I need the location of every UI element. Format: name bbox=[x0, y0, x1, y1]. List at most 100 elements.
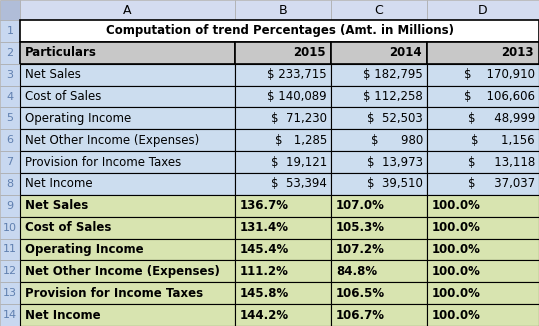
Text: 145.4%: 145.4% bbox=[240, 243, 289, 256]
Text: $     37,037: $ 37,037 bbox=[468, 177, 535, 190]
Bar bbox=[331, 108, 427, 129]
Bar bbox=[331, 42, 427, 64]
Text: 111.2%: 111.2% bbox=[240, 265, 289, 278]
Text: A: A bbox=[123, 4, 132, 17]
Bar bbox=[20, 217, 235, 239]
Bar bbox=[427, 108, 539, 129]
Bar bbox=[331, 304, 427, 326]
Bar bbox=[427, 282, 539, 304]
Bar bbox=[235, 260, 331, 282]
Bar bbox=[0, 173, 20, 195]
Text: 136.7%: 136.7% bbox=[240, 199, 289, 212]
Text: 2013: 2013 bbox=[501, 46, 534, 59]
Text: $  19,121: $ 19,121 bbox=[271, 156, 327, 169]
Bar bbox=[331, 195, 427, 217]
Bar bbox=[331, 151, 427, 173]
Text: Provision for Income Taxes: Provision for Income Taxes bbox=[25, 156, 181, 169]
Bar bbox=[20, 129, 235, 151]
Text: 12: 12 bbox=[3, 266, 17, 276]
Bar bbox=[0, 282, 20, 304]
Text: 8: 8 bbox=[6, 179, 13, 189]
Bar bbox=[20, 0, 235, 20]
Bar bbox=[427, 217, 539, 239]
Bar bbox=[0, 42, 20, 64]
Bar bbox=[0, 129, 20, 151]
Text: Computation of trend Percentages (Amt. in Millions): Computation of trend Percentages (Amt. i… bbox=[106, 24, 453, 37]
Bar bbox=[20, 42, 235, 64]
Text: 106.5%: 106.5% bbox=[336, 287, 385, 300]
Bar bbox=[235, 282, 331, 304]
Text: $  39,510: $ 39,510 bbox=[367, 177, 423, 190]
Bar bbox=[235, 85, 331, 108]
Text: $ 182,795: $ 182,795 bbox=[363, 68, 423, 81]
Text: 100.0%: 100.0% bbox=[432, 265, 481, 278]
Text: 107.2%: 107.2% bbox=[336, 243, 385, 256]
Bar bbox=[331, 173, 427, 195]
Text: 3: 3 bbox=[6, 70, 13, 80]
Bar bbox=[235, 42, 331, 64]
Text: 100.0%: 100.0% bbox=[432, 243, 481, 256]
Bar bbox=[0, 195, 20, 217]
Text: 100.0%: 100.0% bbox=[432, 221, 481, 234]
Text: $  53,394: $ 53,394 bbox=[271, 177, 327, 190]
Text: $ 233,715: $ 233,715 bbox=[267, 68, 327, 81]
Text: 2: 2 bbox=[6, 48, 13, 58]
Bar bbox=[0, 64, 20, 85]
Bar bbox=[20, 85, 235, 108]
Text: Net Income: Net Income bbox=[25, 309, 101, 321]
Bar bbox=[427, 0, 539, 20]
Text: Net Other Income (Expenses): Net Other Income (Expenses) bbox=[25, 134, 199, 147]
Bar bbox=[0, 239, 20, 260]
Text: 11: 11 bbox=[3, 244, 17, 255]
Bar bbox=[20, 64, 235, 85]
Text: $    170,910: $ 170,910 bbox=[464, 68, 535, 81]
Text: 105.3%: 105.3% bbox=[336, 221, 385, 234]
Bar bbox=[427, 195, 539, 217]
Text: Particulars: Particulars bbox=[25, 46, 97, 59]
Bar bbox=[0, 304, 20, 326]
Text: $      980: $ 980 bbox=[371, 134, 423, 147]
Bar bbox=[20, 108, 235, 129]
Bar bbox=[20, 260, 235, 282]
Bar bbox=[331, 260, 427, 282]
Bar bbox=[0, 85, 20, 108]
Bar bbox=[427, 85, 539, 108]
Bar bbox=[235, 129, 331, 151]
Text: Net Income: Net Income bbox=[25, 177, 93, 190]
Text: 145.8%: 145.8% bbox=[240, 287, 289, 300]
Text: $     48,999: $ 48,999 bbox=[468, 112, 535, 125]
Bar bbox=[235, 304, 331, 326]
Bar bbox=[235, 64, 331, 85]
Bar bbox=[20, 282, 235, 304]
Text: D: D bbox=[478, 4, 488, 17]
Text: $  13,973: $ 13,973 bbox=[367, 156, 423, 169]
Text: $    106,606: $ 106,606 bbox=[464, 90, 535, 103]
Text: B: B bbox=[279, 4, 287, 17]
Bar bbox=[427, 129, 539, 151]
Text: $      1,156: $ 1,156 bbox=[472, 134, 535, 147]
Bar bbox=[235, 0, 331, 20]
Bar bbox=[427, 151, 539, 173]
Text: $ 112,258: $ 112,258 bbox=[363, 90, 423, 103]
Bar bbox=[235, 217, 331, 239]
Text: 106.7%: 106.7% bbox=[336, 309, 385, 321]
Bar bbox=[427, 239, 539, 260]
Bar bbox=[331, 282, 427, 304]
Text: Operating Income: Operating Income bbox=[25, 243, 143, 256]
Text: 9: 9 bbox=[6, 201, 13, 211]
Text: 84.8%: 84.8% bbox=[336, 265, 377, 278]
Text: Provision for Income Taxes: Provision for Income Taxes bbox=[25, 287, 203, 300]
Bar bbox=[331, 217, 427, 239]
Bar bbox=[331, 64, 427, 85]
Text: Net Sales: Net Sales bbox=[25, 199, 88, 212]
Text: $   1,285: $ 1,285 bbox=[275, 134, 327, 147]
Text: C: C bbox=[375, 4, 383, 17]
Text: 2014: 2014 bbox=[389, 46, 422, 59]
Text: 7: 7 bbox=[6, 157, 13, 167]
Bar bbox=[331, 129, 427, 151]
Bar bbox=[20, 239, 235, 260]
Bar bbox=[235, 195, 331, 217]
Bar bbox=[427, 260, 539, 282]
Bar bbox=[0, 151, 20, 173]
Text: $ 140,089: $ 140,089 bbox=[267, 90, 327, 103]
